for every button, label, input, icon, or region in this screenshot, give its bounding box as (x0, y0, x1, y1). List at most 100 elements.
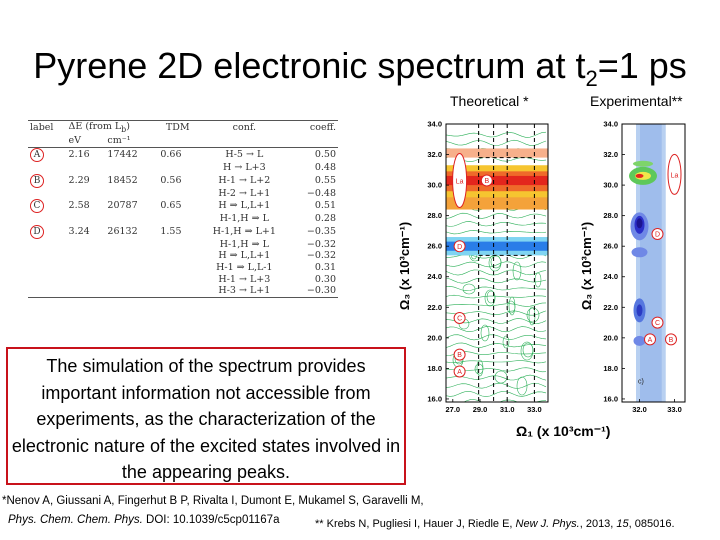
peak-marker-B (453, 348, 466, 361)
cell-tdm (158, 188, 197, 200)
contour-line (446, 253, 547, 259)
cell-coeff: 0.48 (314, 162, 336, 174)
peak-label-D: D (655, 232, 660, 239)
exp-strip-core (640, 124, 662, 402)
table-row: D 3.24 26132 1.55 H-1,H ⇒ L+1 −0.35 (28, 224, 338, 239)
y-tick-label: 18.0 (427, 364, 442, 373)
table-row: A 2.16 17442 0.66 H-5 → L 0.50 (28, 148, 338, 163)
peak-marker-A (453, 365, 466, 378)
cell-conf: H-5 → L (225, 149, 264, 161)
col-label: label (28, 120, 67, 136)
cell-cm (105, 188, 158, 200)
table-row: H-1 ⇒ L,L-1 0.31 (28, 262, 338, 274)
cell-conf: H-1 → L+3 (218, 273, 271, 285)
exp-y-axis-label: Ω₃ (x 10³cm⁻¹) (579, 221, 594, 311)
contour-line (446, 302, 547, 307)
contour-ellipse (528, 306, 536, 326)
cell-cm (105, 285, 159, 298)
cell-cm (105, 239, 158, 251)
cell-ev (67, 250, 106, 262)
cell-ev (67, 188, 106, 200)
cell-tdm (158, 262, 197, 274)
cell-cm: 20787 (107, 200, 138, 212)
y-tick-label: 16.0 (427, 394, 442, 403)
state-label-circle: A (30, 148, 44, 163)
citation-theoretical-authors: *Nenov A, Giussani A, Fingerhut B P, Riv… (2, 495, 424, 507)
contour-ellipse (534, 272, 542, 288)
exp-blob (636, 218, 643, 229)
contour-ellipse (520, 341, 534, 361)
theoretical-spectrum-plot: La B D C B A 34.0 32.0 30.0 28.0 26.0 24.0 22.0 20.0… (427, 120, 549, 414)
cell-conf: H-1,H ⇒ L (219, 238, 269, 250)
y-tick-label: 28.0 (427, 211, 442, 220)
peak-marker-B (480, 174, 493, 187)
citation-theoretical-journal: Phys. Chem. Chem. Phys. DOI: 10.1039/c5c… (8, 514, 280, 526)
cell-conf: H-1,H ⇒ L (219, 213, 269, 225)
cell-tdm (158, 285, 198, 298)
cell-ev (67, 162, 106, 174)
y-tick-label: 26.0 (603, 242, 618, 251)
corner-label: c) (638, 379, 644, 386)
contour-line (446, 391, 547, 397)
citation-experimental: ** Krebs N, Pugliesi I, Hauer J, Riedle … (315, 518, 675, 530)
cell-conf: H ⇒ L,L+1 (218, 250, 271, 262)
contour-line (446, 131, 547, 138)
peak-label-B: B (484, 178, 489, 185)
table-row: H ⇒ L,L+1 −0.32 (28, 250, 338, 262)
peak-label-C: C (457, 316, 462, 323)
cell-cm: 18452 (107, 174, 138, 186)
y-tick-label: 34.0 (427, 120, 442, 129)
title-tail: =1 ps (597, 45, 687, 86)
exp-image (629, 124, 666, 402)
cell-tdm (158, 213, 197, 225)
cell-coeff: 0.50 (314, 149, 336, 161)
title-main: Pyrene 2D electronic spectrum at t (33, 45, 586, 86)
col-tdm: TDM (158, 120, 198, 136)
cell-coeff: 0.28 (314, 213, 336, 225)
table-row: H-1,H ⇒ L −0.32 (28, 239, 338, 251)
theo-contours (446, 124, 548, 402)
state-label-circle: D (30, 224, 44, 239)
cell-coeff: 0.31 (314, 262, 336, 274)
y-tick-label: 24.0 (427, 272, 442, 281)
y-tick-label: 32.0 (603, 150, 618, 159)
band-weak (446, 148, 548, 158)
y-tick-label: 18.0 (603, 364, 618, 373)
peak-marker-B (665, 333, 677, 346)
table-row: H-1,H ⇒ L 0.28 (28, 213, 338, 225)
peak-marker-A (644, 333, 656, 346)
la-label: La (456, 179, 464, 186)
cell-cm: 17442 (107, 149, 138, 161)
x-tick-label: 31.0 (500, 405, 515, 414)
table-row: H → L+3 0.48 (28, 162, 338, 174)
y-tick-label: 26.0 (427, 242, 442, 251)
cell-cm (105, 213, 158, 225)
y-tick-label: 30.0 (427, 181, 442, 190)
y-tick-label: 32.0 (427, 150, 442, 159)
cell-cm: 26132 (107, 226, 138, 238)
cell-ev: 3.24 (68, 226, 90, 238)
cell-coeff: 0.30 (314, 273, 336, 285)
cell-cm (105, 250, 158, 262)
experimental-header: Experimental** (590, 93, 683, 109)
state-label-circle: B (30, 173, 44, 188)
x-axis-label: Ω₁ (x 10³cm⁻¹) (516, 423, 611, 439)
cell-conf: H-1 ⇒ L,L-1 (216, 262, 273, 274)
contour-line (446, 212, 547, 219)
band-orange-2 (446, 197, 548, 210)
exp-blob (636, 304, 643, 317)
peak-label-A: A (457, 369, 462, 376)
table-row: B 2.29 18452 0.56 H-1 → L+2 0.55 (28, 173, 338, 188)
slide-title: Pyrene 2D electronic spectrum at t2=1 ps (0, 44, 720, 101)
peak-marker-D (453, 240, 466, 253)
x-tick-label: 33.0 (667, 405, 682, 414)
cell-ev (67, 239, 106, 251)
y-tick-label: 16.0 (603, 394, 618, 403)
contour-ellipse (484, 289, 496, 307)
state-label-circle: C (30, 199, 44, 214)
cell-cm (105, 262, 158, 274)
exp-la-red (635, 173, 644, 178)
peak-label-C: C (655, 320, 660, 327)
contour-ellipse (502, 335, 510, 349)
cell-coeff: 0.51 (314, 200, 336, 212)
